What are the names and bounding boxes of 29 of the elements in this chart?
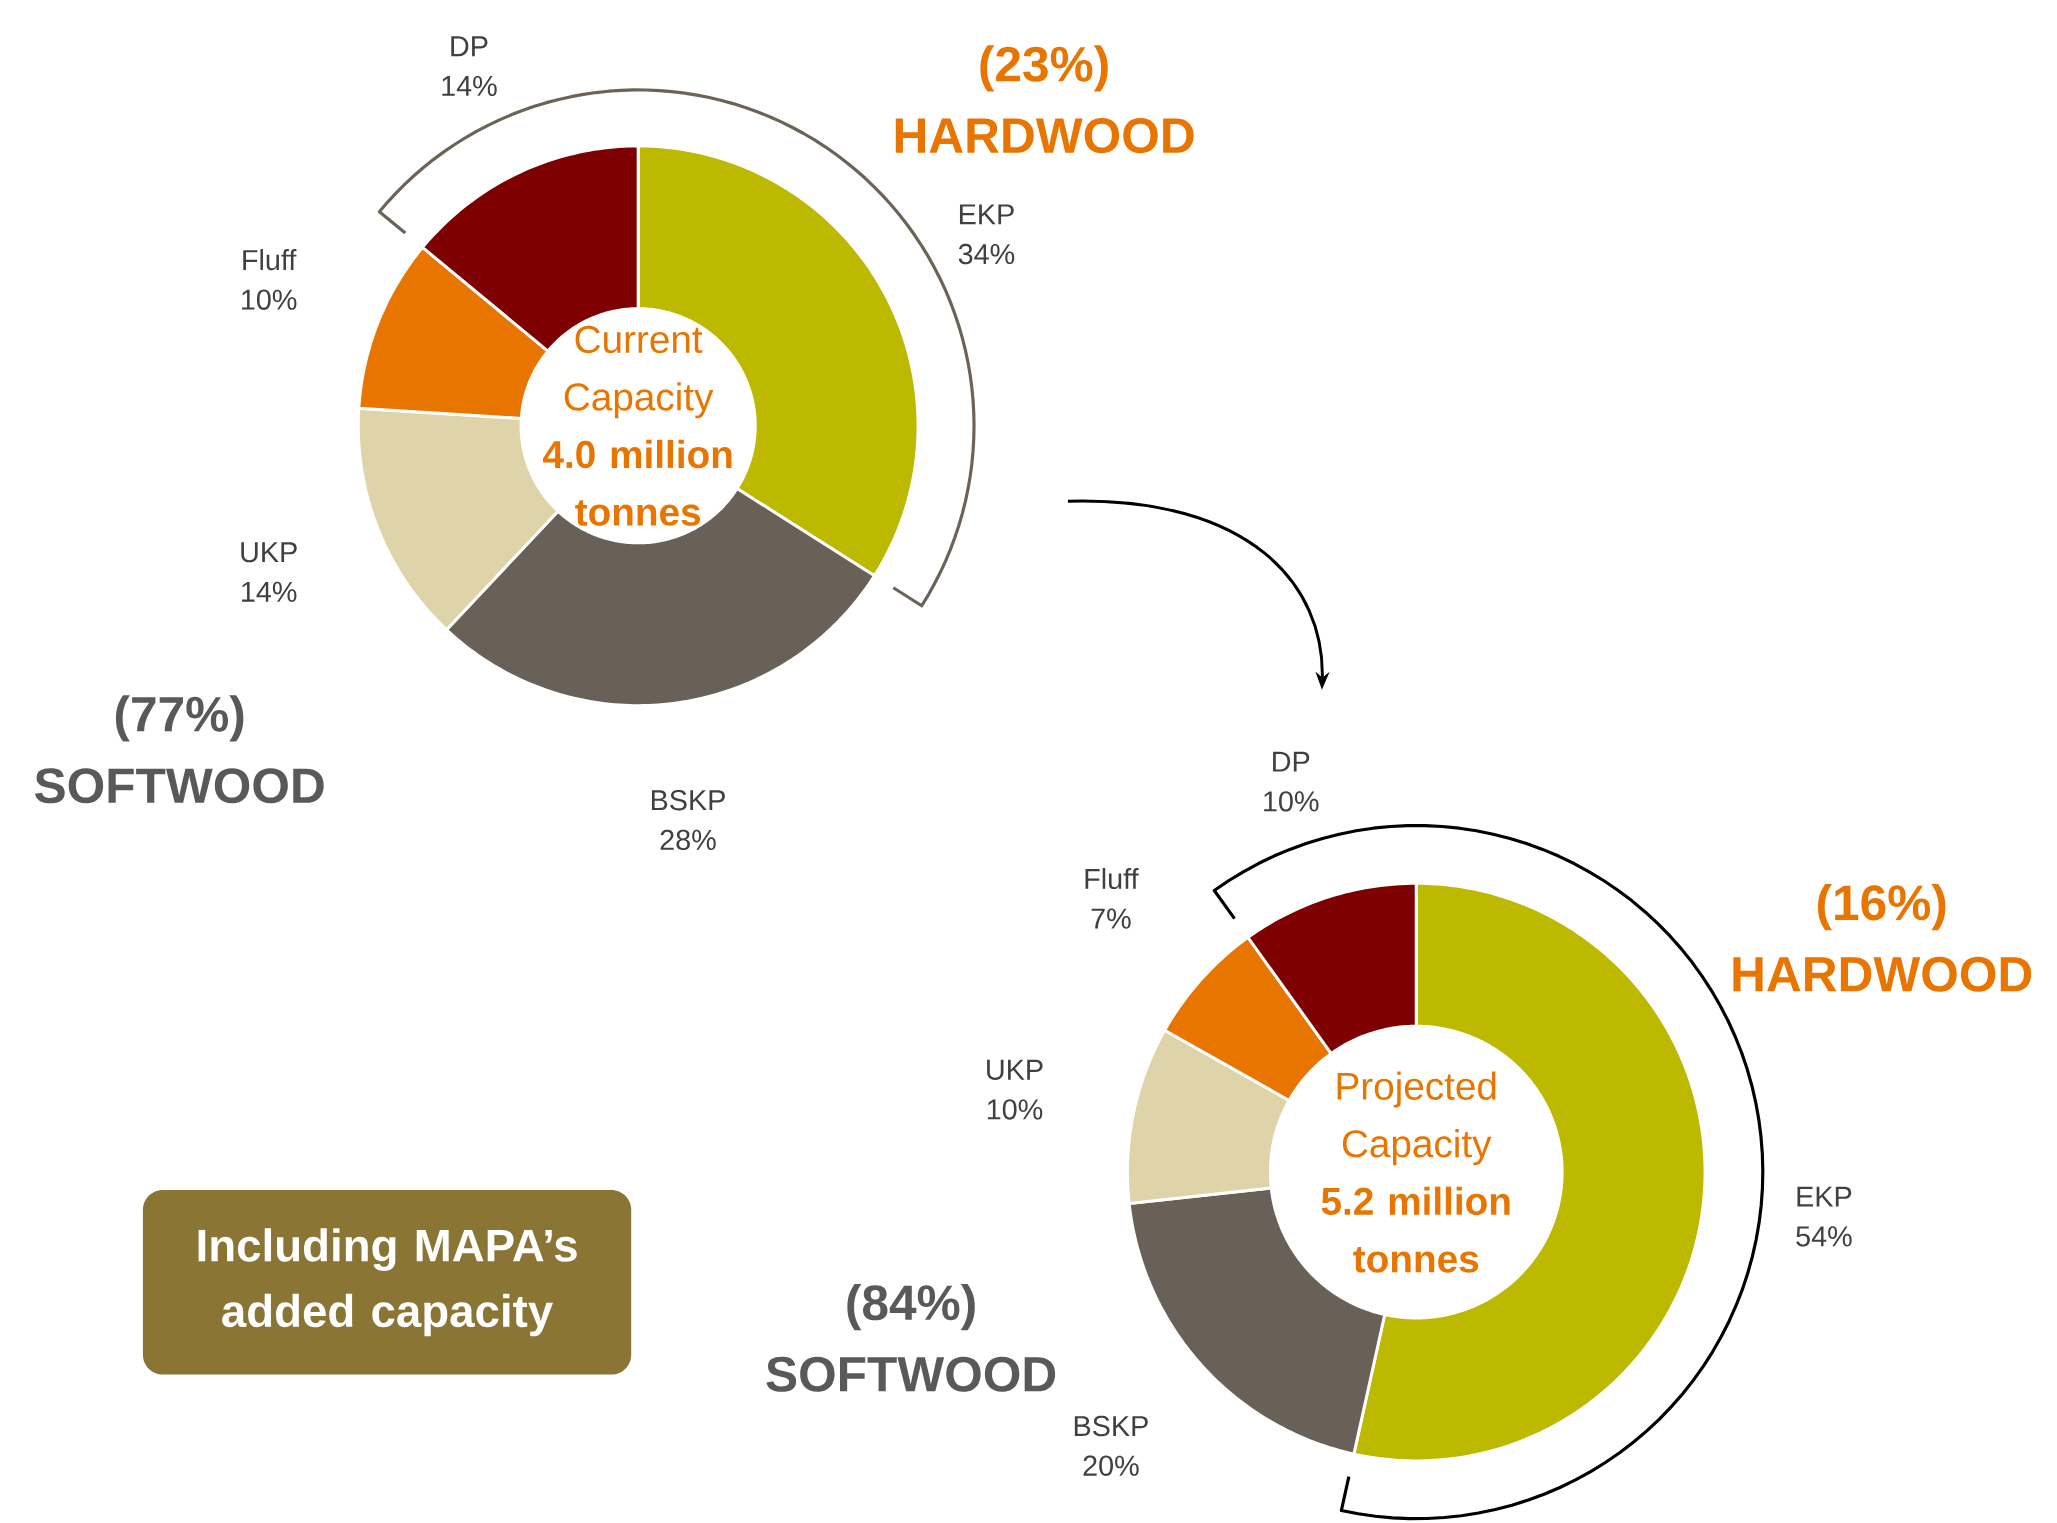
slice-label: BSKP — [1074, 1415, 1148, 1437]
slice-label: Fluff — [243, 248, 297, 270]
text: Including MAPA’s added capacity — [198, 1228, 577, 1337]
slice-label: EKP — [1797, 1186, 1852, 1207]
data-label: 20% — [1083, 1455, 1139, 1476]
slice-label: DP — [1273, 751, 1310, 772]
data-label: 10% — [242, 289, 297, 310]
text: (77%) SOFTWOOD — [34, 695, 324, 804]
data-label: 28% — [660, 829, 716, 850]
text: Current Capacity — [564, 325, 714, 419]
text: Projected Capacity — [1337, 1071, 1496, 1165]
slice-label: Fluff — [1085, 867, 1139, 889]
data-label: 10% — [1264, 790, 1319, 812]
text: 4.0 million tonnes — [543, 439, 732, 526]
data-label: 7% — [1091, 908, 1131, 929]
slice-label: EKP — [959, 204, 1014, 225]
data-label: 34% — [958, 243, 1015, 265]
slice-label: BSKP — [651, 789, 725, 811]
slice-label: DP — [451, 36, 488, 56]
slice-label: UKP — [241, 542, 297, 563]
text: (23%) HARDWOOD — [895, 45, 1194, 154]
slice-label: UKP — [987, 1059, 1043, 1080]
text: (84%) SOFTWOOD — [766, 1283, 1056, 1392]
text: (16%) HARDWOOD — [1733, 883, 2032, 992]
data-label: 10% — [987, 1099, 1043, 1120]
data-label: 14% — [442, 75, 497, 96]
text: 5.2 million tonnes — [1321, 1186, 1510, 1273]
data-label: 54% — [1796, 1226, 1852, 1247]
data-label: 14% — [242, 581, 297, 602]
